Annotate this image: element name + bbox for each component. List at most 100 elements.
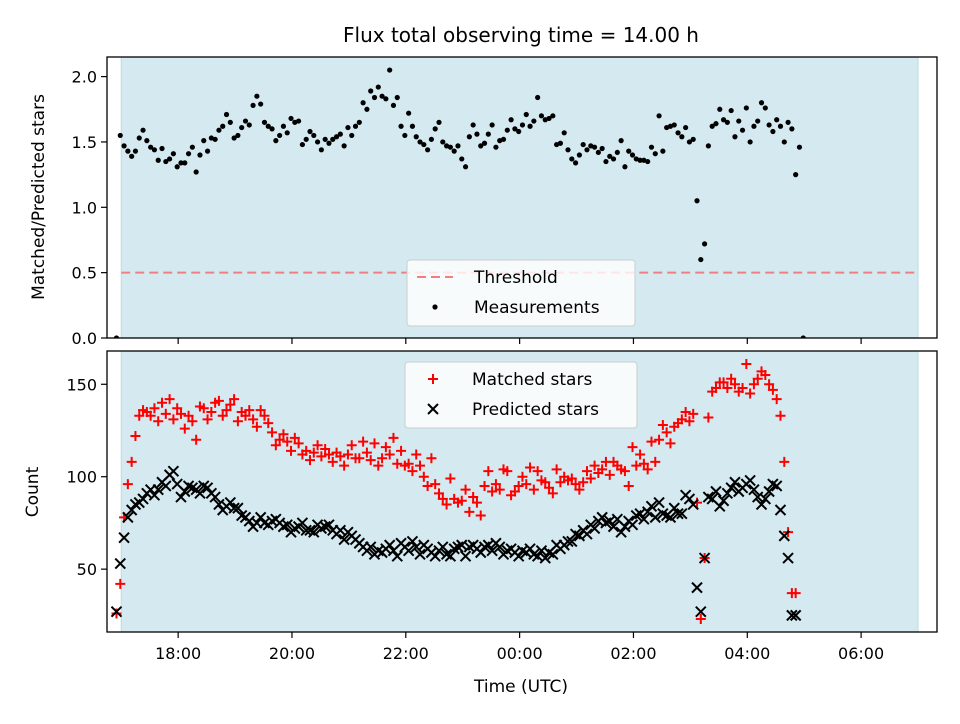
data-point: [421, 141, 427, 148]
data-point: [595, 149, 601, 156]
data-point: [361, 447, 372, 458]
data-point: [721, 487, 734, 500]
data-point: [683, 493, 696, 505]
data-point: [456, 495, 467, 506]
legend-box: [404, 361, 638, 429]
data-point: [500, 136, 507, 142]
data-point: [466, 134, 472, 140]
data-point: [471, 497, 482, 508]
ratio-panel: 0.0 0.5 1.0 1.5 2.0 Threshold Measurements: [72, 56, 938, 348]
legend-label: Matched stars: [472, 370, 592, 390]
data-point: [246, 122, 252, 128]
data-point: [486, 544, 498, 557]
data-point: [539, 552, 551, 564]
x-tick-label: 18:00: [155, 644, 201, 663]
data-point: [743, 105, 749, 111]
data-point: [451, 148, 457, 154]
data-point: [225, 399, 236, 410]
data-point: [153, 416, 164, 427]
y-tick-label: 2.0: [72, 68, 97, 87]
data-point: [429, 550, 441, 562]
data-point: [460, 484, 471, 495]
data-point: [470, 122, 476, 128]
data-point: [159, 145, 165, 152]
data-point: [637, 157, 643, 163]
data-point: [248, 414, 259, 425]
data-point: [118, 532, 130, 544]
data-point: [656, 113, 662, 119]
data-point: [531, 118, 537, 124]
data-point: [748, 483, 760, 496]
data-point: [527, 123, 533, 129]
data-point: [164, 394, 175, 405]
data-point: [660, 148, 666, 154]
data-point: [786, 609, 798, 622]
y-tick-label: 150: [66, 375, 97, 394]
data-point: [781, 139, 787, 145]
data-point: [694, 198, 700, 204]
data-point: [168, 414, 179, 425]
data-point: [726, 373, 737, 384]
data-point: [178, 160, 184, 166]
data-point: [698, 256, 704, 263]
data-point: [365, 455, 376, 466]
data-point: [778, 530, 790, 542]
data-point: [487, 486, 498, 497]
data-point: [752, 373, 763, 384]
data-point: [785, 119, 791, 125]
data-point: [650, 456, 661, 467]
data-point: [418, 471, 429, 482]
data-point: [117, 132, 123, 139]
data-point: [557, 140, 564, 146]
data-point: [516, 128, 522, 135]
data-point: [695, 614, 706, 625]
data-point: [235, 132, 241, 139]
data-point: [202, 414, 213, 425]
data-point: [224, 496, 237, 509]
data-point: [193, 169, 199, 175]
y-tick-label: 100: [66, 468, 97, 487]
data-point: [683, 124, 689, 131]
data-point: [417, 139, 423, 145]
data-point: [148, 489, 161, 501]
legend-x-swatch: [427, 403, 439, 415]
data-point: [705, 143, 711, 149]
data-point: [722, 382, 733, 393]
data-point: [737, 382, 748, 393]
data-point: [760, 370, 771, 381]
data-point: [155, 157, 161, 163]
data-point: [269, 126, 275, 132]
data-point: [629, 152, 636, 158]
data-point: [777, 123, 784, 129]
data-point: [550, 113, 556, 119]
data-point: [221, 405, 232, 416]
data-point: [679, 134, 685, 140]
time-x-axis-label: Time (UTC): [473, 677, 568, 697]
data-point: [346, 440, 357, 451]
data-point: [717, 495, 730, 507]
data-point: [714, 500, 726, 512]
data-point: [323, 449, 334, 460]
x-tick-label: 04:00: [724, 644, 770, 663]
data-point: [671, 122, 677, 128]
data-point: [440, 139, 446, 145]
data-point: [724, 119, 730, 125]
data-point: [383, 539, 396, 551]
data-point: [512, 126, 518, 132]
data-point: [337, 131, 343, 137]
data-point: [555, 477, 566, 488]
data-point: [342, 449, 353, 460]
data-point: [413, 134, 419, 140]
data-point: [763, 485, 775, 498]
y-tick-label: 0.0: [72, 329, 97, 348]
data-point: [547, 488, 558, 499]
data-point: [468, 492, 479, 503]
data-point: [652, 151, 658, 157]
legend-label: Measurements: [474, 298, 600, 318]
ratio-y-axis-label: Matched/Predicted stars: [29, 94, 49, 300]
data-point: [259, 410, 270, 421]
data-point: [227, 119, 233, 125]
data-point: [145, 410, 156, 421]
legend-label: Threshold: [473, 268, 558, 288]
data-point: [565, 147, 571, 153]
